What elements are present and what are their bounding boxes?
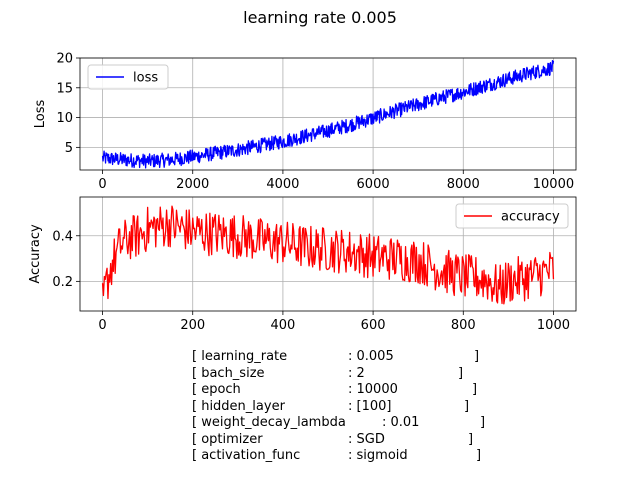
- param-close-bracket: ]: [474, 349, 480, 364]
- x-tick-label: 0: [98, 177, 106, 192]
- param-close-bracket: ]: [464, 398, 470, 414]
- y-tick-label: 10: [56, 111, 73, 126]
- x-tick-label: 8000: [447, 177, 480, 192]
- param-name: [ weight_decay_lambda: [192, 415, 346, 430]
- param-value: : 0.005: [348, 349, 394, 364]
- figure-title: learning rate 0.005: [243, 8, 397, 27]
- param-close-bracket: ]: [468, 431, 474, 447]
- loss-chart: 0 2000 4000 6000 8000 10000 5 10 15 20 Loss loss: [33, 52, 577, 192]
- legend-label: accuracy: [501, 210, 560, 225]
- legend-box: [455, 203, 569, 229]
- param-value: : SGD: [348, 431, 385, 447]
- x-tick-label: 1000: [537, 318, 570, 333]
- param-value: : 0.01: [382, 415, 420, 430]
- y-tick-label: 20: [56, 52, 73, 67]
- y-tick-label: 15: [56, 81, 73, 96]
- x-tick-label: 200: [180, 318, 205, 333]
- x-tick-label: 400: [270, 318, 295, 333]
- series-line-accuracy: [101, 205, 555, 305]
- legend-label: loss: [133, 71, 158, 86]
- series-line-loss: [101, 60, 555, 169]
- axes-frame: [79, 57, 577, 171]
- y-tick-label: 0.4: [52, 229, 73, 244]
- x-tick-label: 0: [98, 318, 106, 333]
- x-tick-label: 600: [361, 318, 386, 333]
- param-close-bracket: ]: [472, 382, 478, 397]
- x-tick-label: 4000: [266, 177, 299, 192]
- y-tick-label: 5: [65, 141, 73, 156]
- y-axis-label: Accuracy: [28, 224, 43, 284]
- param-close-bracket: ]: [476, 448, 482, 463]
- axes-frame: [79, 196, 577, 312]
- param-name: [ epoch: [192, 382, 241, 397]
- param-value: : [100]: [348, 398, 392, 414]
- param-name: [ learning_rate: [192, 349, 288, 364]
- x-tick-label: 10000: [533, 177, 574, 192]
- param-name: [ optimizer: [192, 431, 263, 447]
- param-value: : 10000: [348, 382, 398, 397]
- param-value: : 2: [348, 365, 365, 381]
- y-tick-label: 0.2: [52, 275, 73, 290]
- param-name: [ activation_func: [192, 448, 301, 463]
- x-tick-label: 6000: [357, 177, 390, 192]
- x-tick-label: 800: [451, 318, 476, 333]
- param-name: [ hidden_layer: [192, 398, 285, 414]
- accuracy-chart: 0 200 400 600 800 1000 0.2 0.4 Accuracy accuracy: [28, 196, 577, 333]
- param-close-bracket: ]: [458, 365, 464, 381]
- param-name: [ bach_size: [192, 365, 265, 381]
- param-close-bracket: ]: [480, 415, 486, 430]
- y-axis-label: Loss: [33, 100, 48, 129]
- x-tick-label: 2000: [176, 177, 209, 192]
- legend-box: [87, 64, 169, 90]
- param-value: : sigmoid: [348, 448, 408, 463]
